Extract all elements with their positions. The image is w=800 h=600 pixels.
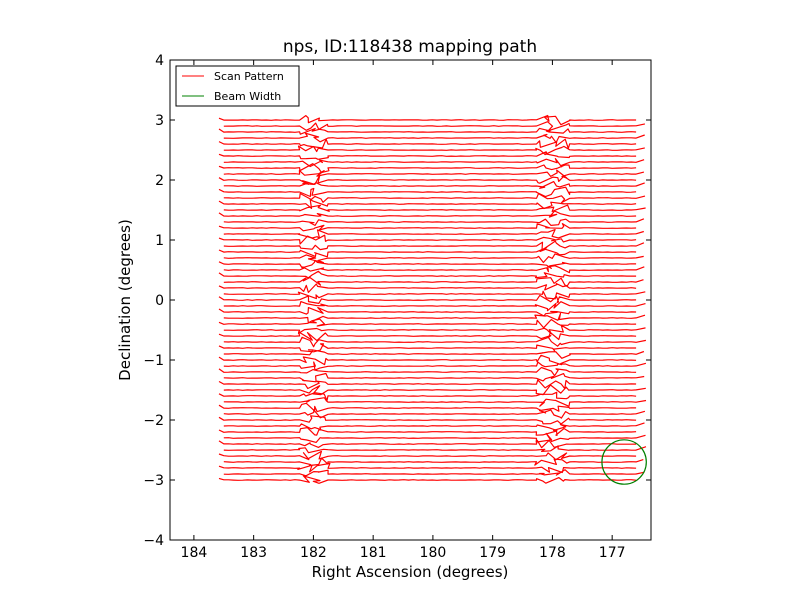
scan-row-path xyxy=(218,354,637,366)
scan-row-path xyxy=(218,462,637,474)
y-tick-label: 3 xyxy=(155,113,164,129)
chart-title: nps, ID:118438 mapping path xyxy=(283,37,537,57)
scan-row-path xyxy=(218,318,637,329)
scan-row-path xyxy=(223,312,646,324)
scan-row-path xyxy=(223,361,647,371)
scan-row-path xyxy=(223,349,645,359)
scan-row-path xyxy=(223,457,644,467)
scan-row-path xyxy=(218,198,637,210)
scan-row-path xyxy=(223,132,645,144)
scan-row-path xyxy=(223,265,645,274)
scan-row-path xyxy=(218,186,637,198)
scan-row-path xyxy=(218,379,637,390)
x-tick-label: 178 xyxy=(539,545,566,561)
scan-row-path xyxy=(218,282,637,293)
scan-row-path xyxy=(223,397,647,407)
scan-row-path xyxy=(218,391,637,402)
x-tick-label: 184 xyxy=(181,545,208,561)
legend-box xyxy=(175,65,300,107)
scan-row-path xyxy=(218,259,637,269)
x-tick-label: 182 xyxy=(300,545,327,561)
scan-row-path xyxy=(223,158,645,168)
y-tick-label: 2 xyxy=(155,173,164,189)
x-tick-label: 183 xyxy=(240,545,267,561)
scan-row-path xyxy=(223,384,646,396)
scan-row-path xyxy=(223,301,646,312)
scan-row-path xyxy=(223,240,645,251)
y-tick-label: 4 xyxy=(155,53,164,69)
scan-row-path xyxy=(218,163,637,174)
scan-row-path xyxy=(218,234,637,245)
scan-row-path xyxy=(218,294,637,304)
scan-row-path xyxy=(223,469,645,477)
y-axis-label: Declination (degrees) xyxy=(116,219,134,381)
scan-row-path xyxy=(218,343,637,353)
scan-row-path xyxy=(218,307,637,317)
scan-row-path xyxy=(223,181,645,189)
beam-width-circle xyxy=(601,439,647,485)
x-tick-label: 181 xyxy=(360,545,387,561)
y-tick-label: −2 xyxy=(143,413,164,429)
scan-row-path xyxy=(223,432,646,443)
scan-row-path xyxy=(218,402,637,414)
x-tick-label: 177 xyxy=(599,545,626,561)
scan-row-path xyxy=(223,218,645,226)
legend: Scan Pattern Beam Width xyxy=(175,65,300,107)
scan-row-path xyxy=(223,229,644,239)
plot-data-layer xyxy=(218,114,647,485)
legend-label-beam-width: Beam Width xyxy=(214,90,281,103)
scan-row-path xyxy=(223,324,646,335)
scan-row-path xyxy=(223,290,646,300)
scan-row-path xyxy=(223,192,646,204)
scan-row-path xyxy=(218,127,637,135)
scan-row-path xyxy=(223,204,646,213)
x-tick-label: 179 xyxy=(479,545,506,561)
scan-row-path xyxy=(218,270,637,279)
scan-row-path xyxy=(223,145,645,156)
scan-row-path xyxy=(218,415,637,425)
scan-row-path xyxy=(223,336,647,348)
scan-row-path xyxy=(218,475,637,484)
scan-row-path xyxy=(223,409,646,419)
scan-row-path xyxy=(218,114,637,126)
scan-row-path xyxy=(223,276,644,287)
x-axis-label: Right Ascension (degrees) xyxy=(312,563,509,581)
scan-row-path xyxy=(223,253,644,264)
scan-row-path xyxy=(223,372,645,383)
scan-row-path xyxy=(218,331,637,342)
scan-row-path xyxy=(218,439,637,449)
x-tick-label: 180 xyxy=(420,545,447,561)
y-tick-label: −1 xyxy=(143,353,164,369)
scan-row-path xyxy=(223,445,647,454)
scan-row-path xyxy=(218,223,637,232)
scan-row-path xyxy=(218,138,637,149)
y-tick-label: −4 xyxy=(143,533,164,549)
x-axis-ticks: 184 183 182 181 180 179 178 177 xyxy=(181,60,626,561)
scan-row-path xyxy=(223,422,645,432)
scan-row-path xyxy=(218,247,637,258)
y-tick-label: 1 xyxy=(155,233,164,249)
scan-row-path xyxy=(218,450,637,461)
scan-row-path xyxy=(218,151,637,160)
legend-label-scan-pattern: Scan Pattern xyxy=(214,70,284,83)
scan-row-path xyxy=(218,427,637,436)
scan-row-path xyxy=(223,121,646,132)
y-tick-label: 0 xyxy=(155,293,164,309)
y-axis-ticks: 4 3 2 1 0 −1 −2 −3 −4 xyxy=(143,53,651,549)
scan-row-path xyxy=(223,169,645,179)
scan-row-path xyxy=(218,210,637,218)
y-tick-label: −3 xyxy=(143,473,164,489)
scan-row-path xyxy=(218,366,637,377)
